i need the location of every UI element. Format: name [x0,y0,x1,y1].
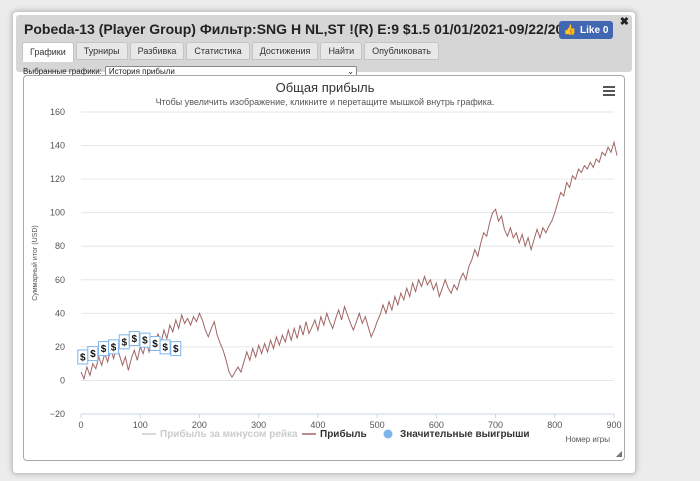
hamburger-icon[interactable] [603,86,615,96]
significant-win-marker[interactable]: $ [159,339,171,355]
svg-text:$: $ [90,349,96,360]
legend-item-label: Прибыль за минусом рейка [160,428,298,440]
y-tick-label: 60 [55,275,65,285]
window-titlebar: Pobeda-13 (Player Group) Фильтр:SNG H NL… [16,15,632,72]
x-tick-label: 0 [78,420,83,430]
tab-achievements[interactable]: Достижения [251,42,319,60]
profit-series-line [80,140,618,381]
svg-text:$: $ [152,339,158,350]
svg-text:$: $ [121,337,127,348]
y-tick-label: 20 [55,342,65,352]
tab-find[interactable]: Найти [320,42,363,60]
svg-text:$: $ [101,344,107,355]
chart-selector-label: Выбранные графики: [23,67,102,76]
tab-graphs[interactable]: Графики [22,42,74,62]
tab-statistics[interactable]: Статистика [186,42,250,60]
window-title: Pobeda-13 (Player Group) Фильтр:SNG H NL… [24,21,579,37]
close-icon[interactable]: ✖ [619,16,629,28]
significant-win-marker[interactable]: $ [108,339,120,355]
significant-win-marker[interactable]: $ [170,341,182,357]
y-tick-label: 120 [50,174,65,184]
svg-text:$: $ [132,334,138,345]
significant-win-marker[interactable]: $ [77,349,89,365]
x-tick-label: 800 [547,420,562,430]
x-tick-label: 400 [310,420,325,430]
significant-win-marker[interactable]: $ [87,346,99,362]
profit-chart[interactable]: Общая прибыль Чтобы увеличить изображение… [24,76,626,462]
significant-win-marker[interactable]: $ [128,331,140,346]
x-tick-label: 600 [429,420,444,430]
svg-text:$: $ [80,352,86,363]
y-tick-label: 140 [50,141,65,151]
like-label: Like 0 [580,24,609,36]
x-tick-label: 100 [133,420,148,430]
chart-window: Pobeda-13 (Player Group) Фильтр:SNG H NL… [12,11,636,474]
y-axis-label: Суммарный итог (USD) [31,225,39,301]
y-tick-label: 160 [50,107,65,117]
x-tick-label: 900 [606,420,621,430]
significant-win-marker[interactable]: $ [149,336,161,352]
legend-marker-dot [383,429,393,439]
y-tick-label: 40 [55,308,65,318]
significant-win-marker[interactable]: $ [118,334,130,350]
facebook-like-button[interactable]: 👍 Like 0 [559,21,613,39]
svg-text:$: $ [111,342,117,353]
tab-bar: Графики Турниры Разбивка Статистика Дост… [22,42,439,62]
svg-text:$: $ [162,342,168,353]
tab-breakdown[interactable]: Разбивка [129,42,185,60]
thumbs-up-icon: 👍 [563,24,577,36]
svg-text:$: $ [142,336,148,347]
y-tick-label: 100 [50,208,65,218]
x-axis-label: Номер игры [566,435,611,444]
chart-selector-value: История прибыли [108,67,175,76]
legend-item-label: Значительные выигрыши [400,429,530,440]
chart-title: Общая прибыль [276,80,375,95]
svg-text:$: $ [173,344,179,355]
chart-container[interactable]: Общая прибыль Чтобы увеличить изображение… [23,75,625,461]
chart-subtitle: Чтобы увеличить изображение, кликните и … [156,97,495,107]
x-tick-label: 500 [370,420,385,430]
tab-publish[interactable]: Опубликовать [364,42,439,60]
y-tick-label: 0 [60,375,65,385]
tab-tournaments[interactable]: Турниры [75,42,128,60]
x-tick-label: 300 [251,420,266,430]
resize-handle-icon[interactable]: ◢ [615,449,622,458]
y-tick-label: −20 [50,409,65,419]
chevron-down-icon: ⌄ [347,67,354,76]
significant-win-marker[interactable]: $ [139,332,151,348]
x-tick-label: 700 [488,420,503,430]
legend-item-label: Прибыль [320,428,367,440]
significant-win-marker[interactable]: $ [98,341,110,357]
y-tick-label: 80 [55,241,65,251]
x-tick-label: 200 [192,420,207,430]
